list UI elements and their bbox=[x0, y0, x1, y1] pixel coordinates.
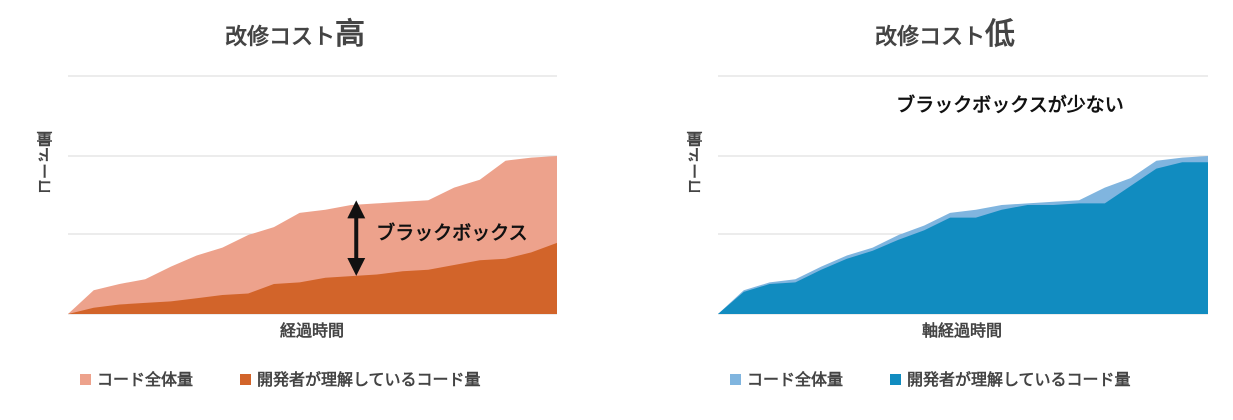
chart-right: 改修コスト低 ブラックボックスが少ない 軸経過時間 コード量 コード全体量 開発… bbox=[687, 17, 1208, 389]
legend-label-code-total: コード全体量 bbox=[747, 370, 843, 389]
chart-left-y-axis-label: コード量 bbox=[37, 131, 56, 195]
less-blackbox-annotation: ブラックボックスが少ない bbox=[896, 93, 1123, 116]
chart-right-y-axis-label: コード量 bbox=[687, 131, 706, 195]
chart-right-title-prefix: 改修コスト bbox=[875, 24, 985, 50]
legend-label-code-understood: 開発者が理解しているコード量 bbox=[257, 370, 481, 389]
legend-label-code-total: コード全体量 bbox=[97, 370, 193, 389]
legend-swatch-code-total bbox=[80, 374, 91, 385]
legend-label-code-understood: 開発者が理解しているコード量 bbox=[907, 370, 1131, 389]
blackbox-annotation: ブラックボックス bbox=[376, 221, 527, 244]
chart-left-plot-area bbox=[68, 156, 557, 314]
chart-right-legend: コード全体量 開発者が理解しているコード量 bbox=[730, 370, 1131, 389]
chart-right-plot-area bbox=[718, 156, 1208, 314]
chart-right-title: 改修コスト低 bbox=[875, 17, 1015, 52]
chart-right-x-axis-label: 軸経過時間 bbox=[922, 321, 1002, 340]
chart-right-title-emphasis: 低 bbox=[984, 17, 1015, 52]
legend-swatch-code-total bbox=[730, 374, 741, 385]
chart-left-legend: コード全体量 開発者が理解しているコード量 bbox=[80, 370, 481, 389]
chart-left: 改修コスト高 ブラックボックス 経過時間 コード量 コード全体量 開発者が理解し… bbox=[37, 17, 557, 389]
chart-left-x-axis-label: 経過時間 bbox=[280, 321, 344, 340]
area-series-code-understood bbox=[68, 242, 557, 314]
legend-swatch-code-understood bbox=[240, 374, 251, 385]
chart-left-title: 改修コスト高 bbox=[225, 17, 365, 52]
area-series-code-understood bbox=[718, 162, 1208, 314]
chart-left-title-emphasis: 高 bbox=[335, 17, 365, 52]
legend-swatch-code-understood bbox=[890, 374, 901, 385]
chart-left-title-prefix: 改修コスト bbox=[225, 24, 335, 50]
